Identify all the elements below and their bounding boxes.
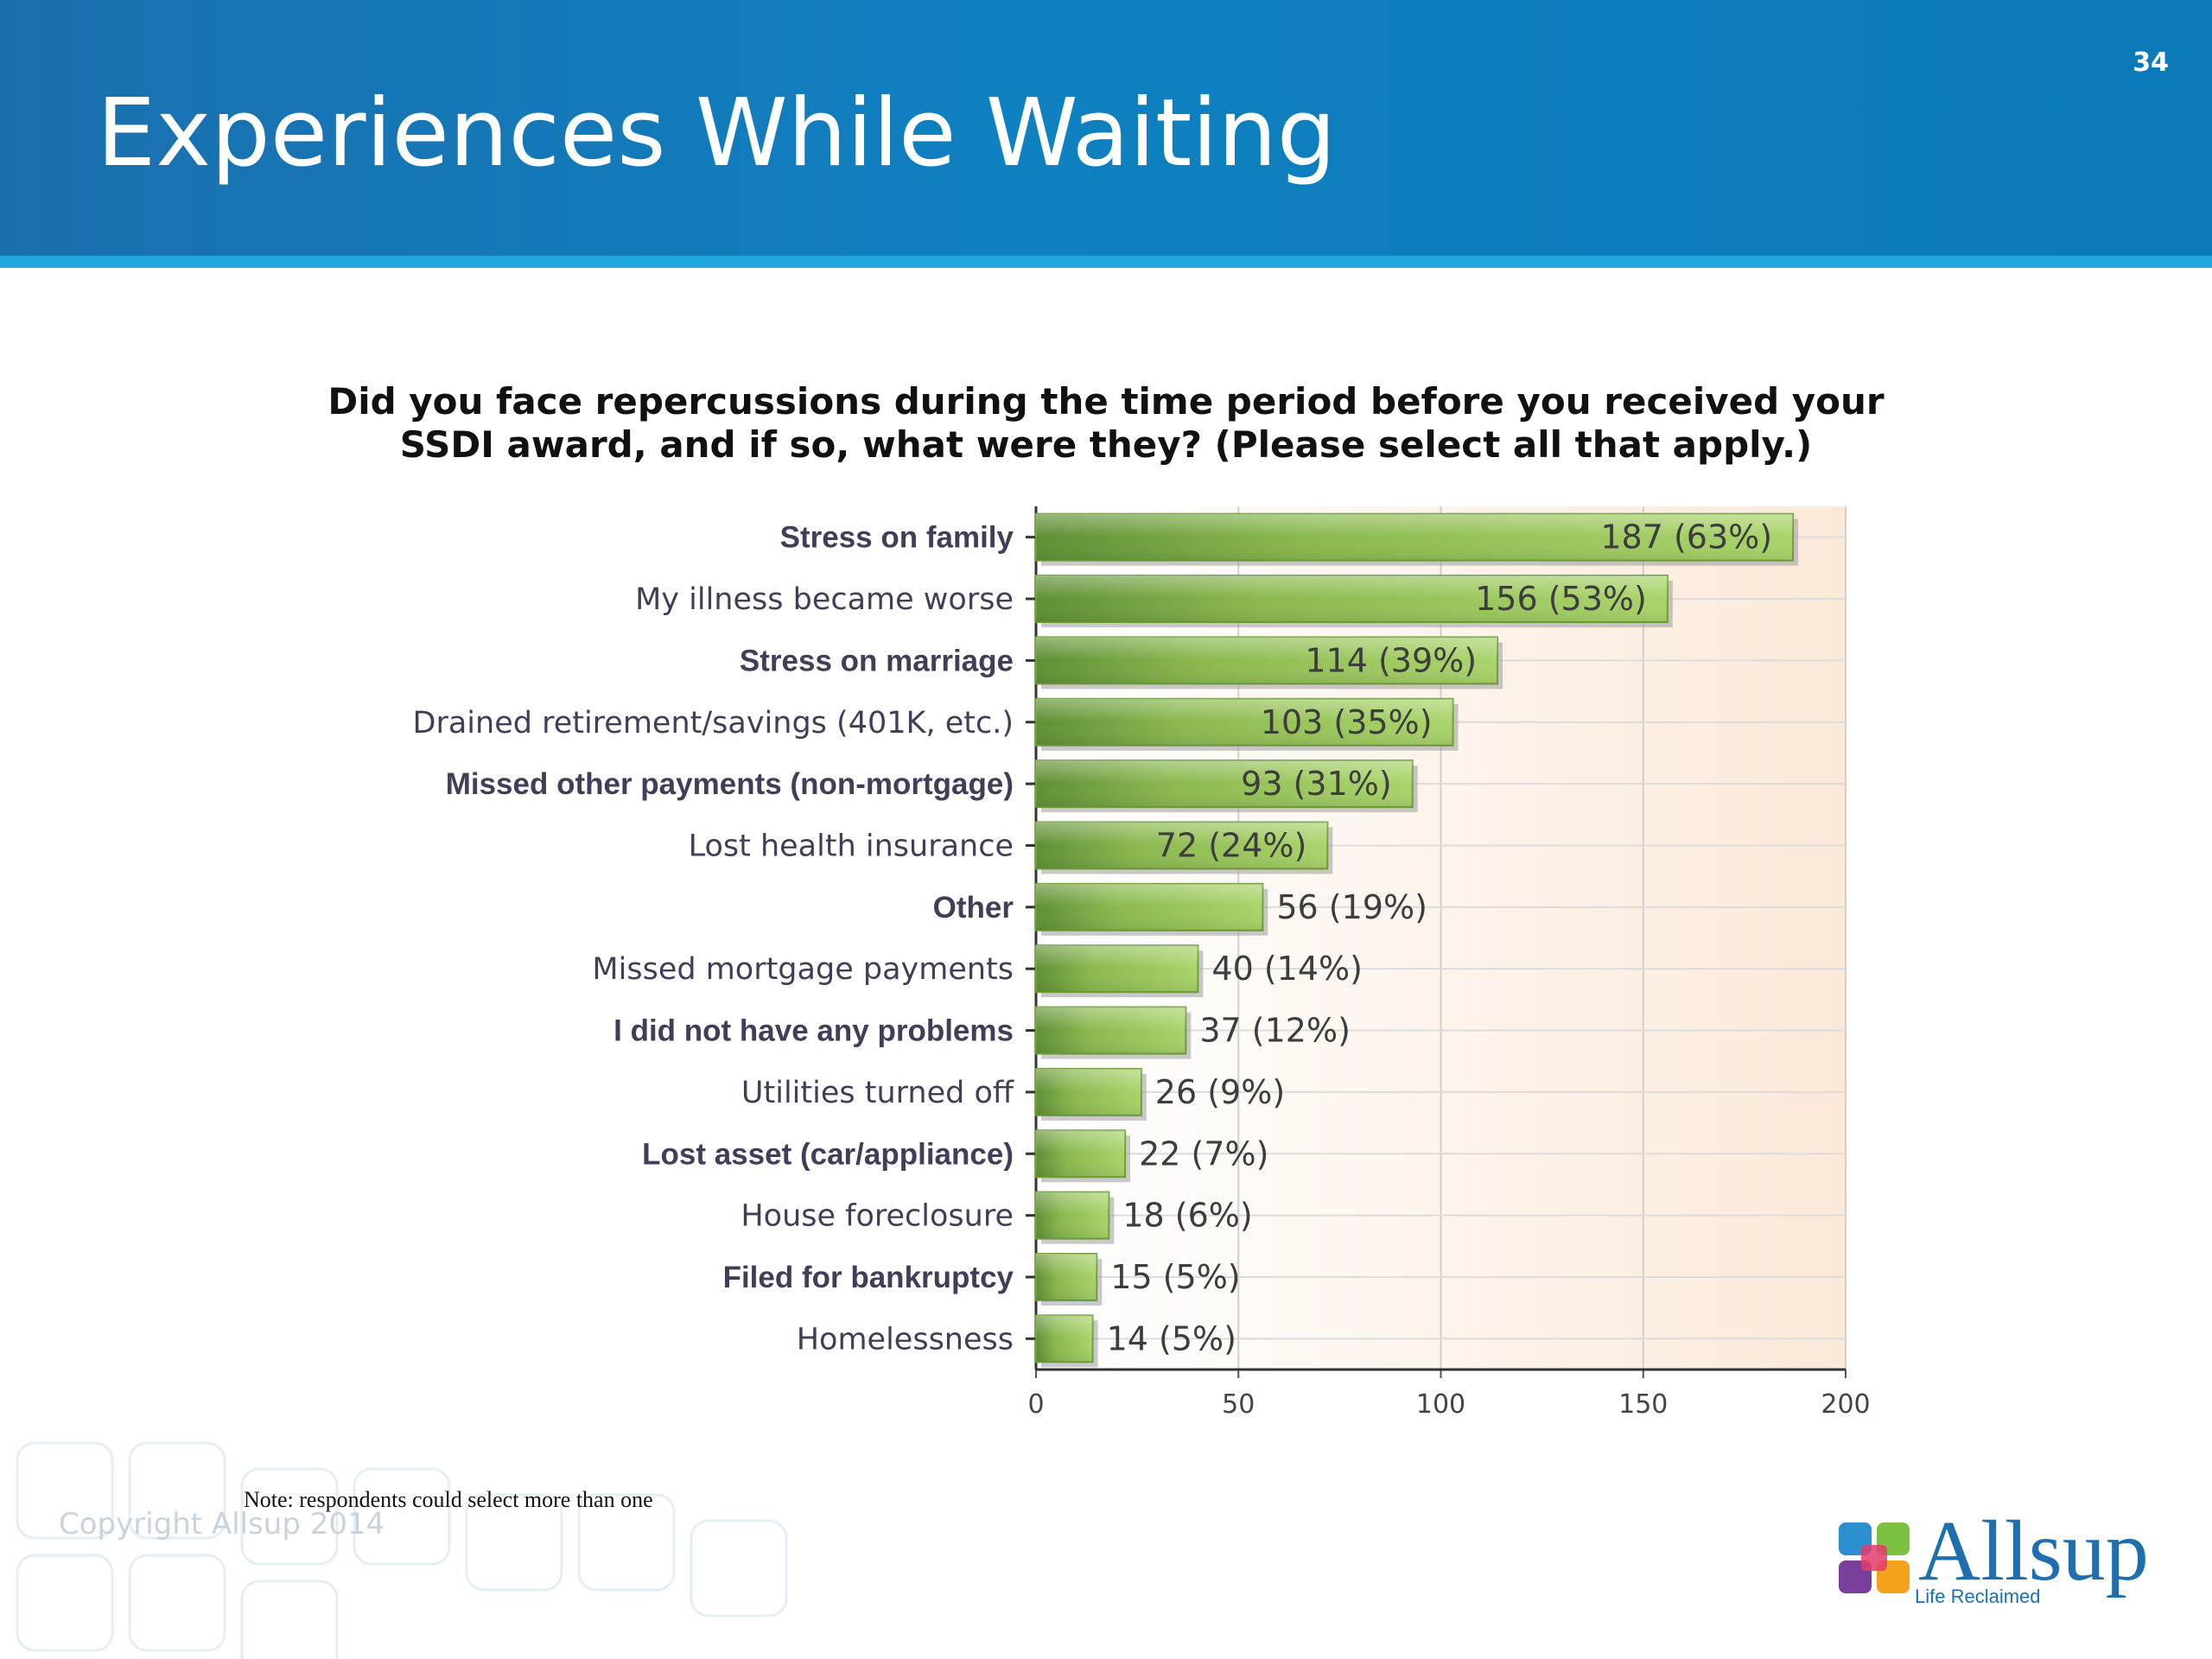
background-pattern [16, 1441, 788, 1659]
category-label: Homelessness [797, 1322, 1014, 1357]
x-tick-label: 50 [1222, 1389, 1255, 1420]
bar-highlight [1036, 1007, 1186, 1054]
category-label: I did not have any problems [613, 1014, 1014, 1048]
bar-value-label: 72 (24%) [1156, 826, 1307, 864]
x-tick-label: 100 [1416, 1389, 1465, 1420]
x-tick-label: 0 [1027, 1389, 1044, 1420]
logo-wordmark: Allsup [1918, 1503, 2149, 1599]
bar-highlight [1036, 1068, 1141, 1116]
bar-value-label: 103 (35%) [1261, 703, 1433, 741]
bar-highlight [1036, 575, 1668, 623]
bar-highlight [1036, 1253, 1097, 1300]
allsup-logo: Allsup Life Reclaimed [1832, 1503, 2149, 1616]
bar-value-label: 56 (19%) [1276, 888, 1427, 926]
category-label: Missed other payments (non-mortgage) [446, 767, 1014, 801]
category-label: Lost health insurance [689, 829, 1014, 863]
category-label: Stress on marriage [740, 644, 1014, 677]
bar-value-label: 22 (7%) [1139, 1135, 1268, 1173]
category-label: Missed mortgage payments [592, 952, 1014, 987]
category-label: Utilities turned off [741, 1076, 1014, 1110]
category-label: Drained retirement/savings (401K, etc.) [413, 706, 1014, 741]
bar-highlight [1036, 637, 1498, 684]
bar-value-label: 187 (63%) [1600, 518, 1772, 556]
x-tick-label: 150 [1618, 1389, 1668, 1420]
question-line-1: Did you face repercussions during the ti… [327, 380, 1885, 423]
bar-value-label: 114 (39%) [1305, 641, 1477, 679]
header-stripe [0, 256, 2212, 268]
category-label: Filed for bankruptcy [723, 1261, 1014, 1294]
bar-value-label: 15 (5%) [1110, 1258, 1240, 1296]
bar-highlight [1036, 945, 1198, 993]
logo-mark-icon [1839, 1522, 1910, 1593]
page-number: 34 [2133, 48, 2169, 78]
bar-highlight [1036, 1315, 1093, 1363]
bar-value-label: 93 (31%) [1241, 765, 1392, 803]
chart-note: Note: respondents could select more than… [244, 1487, 653, 1512]
category-label: Stress on family [780, 521, 1014, 555]
bar-value-label: 26 (9%) [1155, 1073, 1285, 1111]
question-line-2: SSDI award, and if so, what were they? (… [399, 423, 1813, 466]
bar-highlight [1036, 760, 1413, 808]
bar-value-label: 156 (53%) [1475, 580, 1647, 618]
bar-highlight [1036, 698, 1453, 746]
bar-value-label: 40 (14%) [1211, 950, 1363, 988]
slide-header [0, 0, 2212, 261]
slide-title: Experiences While Waiting [97, 79, 1337, 188]
bar-highlight [1036, 513, 1794, 561]
category-label: My illness became worse [635, 582, 1014, 617]
logo-tagline: Life Reclaimed [1915, 1586, 2041, 1607]
copyright-text: Copyright Allsup 2014 [59, 1507, 385, 1541]
chart-question: Did you face repercussions during the ti… [259, 380, 1953, 467]
category-label: Lost asset (car/appliance) [642, 1137, 1014, 1171]
bar-highlight [1036, 1130, 1126, 1178]
bar-value-label: 14 (5%) [1107, 1319, 1236, 1357]
bar-value-label: 37 (12%) [1199, 1012, 1351, 1050]
category-label: Other [933, 891, 1014, 925]
category-label: House foreclosure [741, 1199, 1014, 1234]
bar-value-label: 18 (6%) [1122, 1197, 1252, 1235]
bar-highlight [1036, 1192, 1109, 1239]
bar-highlight [1036, 883, 1263, 931]
x-tick-label: 200 [1821, 1389, 1870, 1420]
bar-highlight [1036, 822, 1328, 869]
